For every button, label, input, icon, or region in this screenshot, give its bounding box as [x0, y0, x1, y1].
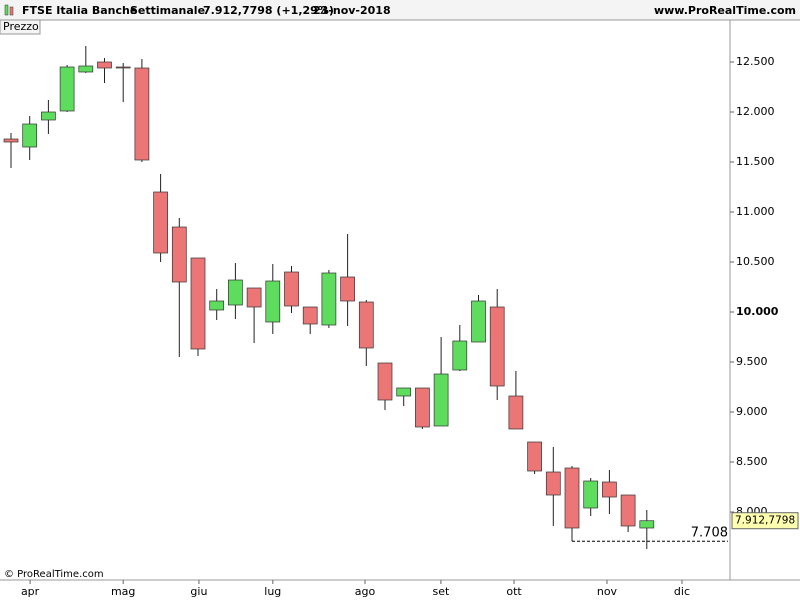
last-price-label: 7.912,7798 [735, 515, 795, 527]
candle-body [22, 123, 38, 148]
x-tick-label: dic [674, 585, 690, 598]
candle-body [564, 467, 580, 529]
candle-body [639, 520, 655, 529]
candle-body [340, 276, 355, 302]
logo-icon [4, 4, 9, 16]
candle-body [209, 300, 225, 311]
candle-body [321, 272, 337, 326]
candle-body [171, 226, 187, 283]
candle-body [415, 387, 430, 428]
y-tick-label: 9.000 [736, 405, 768, 418]
candle-body [78, 65, 94, 73]
candle-body [134, 67, 150, 161]
date: 23-nov-2018 [313, 4, 391, 17]
candle-body [527, 441, 542, 472]
quote: 7.912,7798 (+1,29%) [203, 4, 334, 17]
copyright: © ProRealTime.com [4, 569, 104, 580]
candle-body [41, 111, 56, 121]
y-tick-label: 8.500 [736, 455, 768, 468]
y-tick-label: 10.000 [736, 305, 779, 318]
candle-body [489, 306, 505, 387]
x-tick-label: apr [21, 585, 40, 598]
site: www.ProRealTime.com [654, 4, 796, 17]
y-tick-label: 11.000 [736, 205, 775, 218]
x-tick-label: lug [264, 585, 281, 598]
candle-body [153, 191, 168, 254]
x-tick-label: ott [506, 585, 522, 598]
candle-body [302, 306, 318, 325]
y-tick-label: 11.500 [736, 155, 775, 168]
candle-body [545, 471, 561, 496]
low-line-label: 7.708 [691, 526, 728, 541]
y-tick-label: 10.500 [736, 255, 775, 268]
candle-body [115, 66, 131, 69]
y-tick-label: 9.500 [736, 355, 768, 368]
instrument-name: FTSE Italia Banche [22, 4, 137, 17]
x-tick-label: nov [597, 585, 618, 598]
y-tick-label: 12.500 [736, 55, 775, 68]
candle-body [452, 340, 468, 371]
candle-body [246, 287, 262, 308]
candle-body [265, 280, 281, 323]
y-tick-label: 12.000 [736, 105, 775, 118]
candle-body [59, 66, 75, 112]
candle-body [433, 373, 449, 427]
candle-body [97, 61, 112, 69]
x-tick-label: giu [190, 585, 207, 598]
candle-body [190, 257, 206, 350]
candle-body [284, 271, 299, 307]
logo-icon [9, 6, 14, 16]
candle-body [620, 494, 636, 527]
x-tick-label: mag [111, 585, 135, 598]
candle-body [3, 138, 19, 143]
candle-body [228, 279, 243, 306]
last-price-box [731, 512, 799, 530]
candle-body [471, 300, 486, 343]
candle-body [358, 301, 374, 349]
x-tick-label: ago [355, 585, 376, 598]
x-tick-label: set [433, 585, 450, 598]
candle-body [583, 480, 599, 509]
candle-body [602, 481, 617, 498]
candle-body [396, 387, 412, 397]
period: Settimanale [130, 4, 205, 17]
panel-label-box [0, 19, 41, 35]
candle-body [377, 362, 393, 401]
header-bar [0, 0, 800, 20]
panel-label: Prezzo [3, 20, 39, 33]
candle-body [508, 395, 524, 430]
